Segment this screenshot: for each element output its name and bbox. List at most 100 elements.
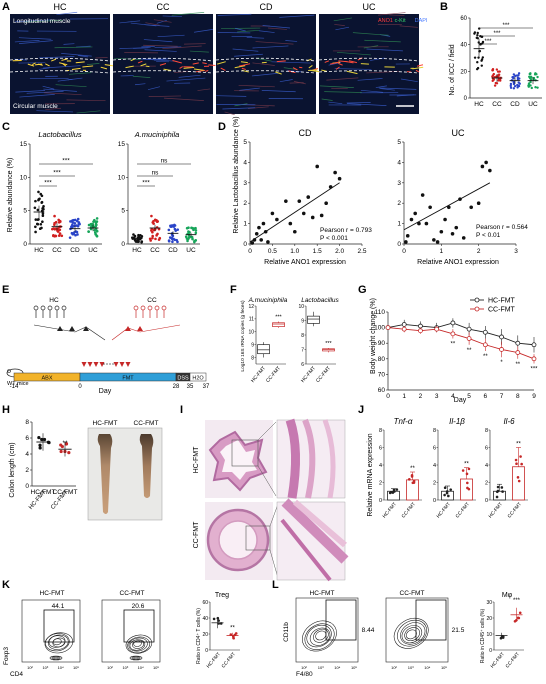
significance-label: *** [62,158,70,165]
gavage-marker [125,362,131,367]
data-point [385,325,391,331]
y-tick-label: 0 [205,648,208,654]
tissue-fibre [124,51,158,54]
y-tick-label: 2 [379,481,382,487]
data-point [435,240,440,244]
tissue-fibre [15,90,46,93]
y-tick-label: 10 [298,304,304,310]
data-point [187,226,190,229]
data-point [517,81,520,84]
data-point [284,199,288,203]
donor-icon [40,305,46,311]
x-tick-label: HC-FMT [490,651,506,669]
data-point [404,240,408,244]
data-point [151,221,155,224]
data-point [89,222,93,226]
x-tick-label: CD [510,101,520,108]
data-point [424,221,429,226]
x-tick-label: 10⁴ [58,665,64,670]
legend-label: CC-FMT [488,307,516,314]
icc-signal [208,64,216,67]
x-tick-label: 10⁴ [424,665,430,670]
flow-title: CC-FMT [120,590,145,597]
icc-signal [61,58,68,61]
legend-label: c-Kit [395,18,406,24]
tissue-fibre [66,99,106,102]
data-point [509,84,512,88]
legend-label: HC-FMT [488,298,516,305]
data-point [301,211,306,216]
data-point [75,230,79,234]
data-point [401,322,407,327]
phase-label: DSS [177,376,189,382]
data-point [480,58,484,61]
data-point [74,218,77,222]
x-axis-label: CD4 [10,671,23,678]
y-tick-label: 2 [397,200,401,207]
donor-icon [140,305,146,311]
data-point [34,199,37,203]
data-point [93,218,96,222]
gene-label: Il-6 [503,417,515,426]
tissue-fibre [217,13,252,16]
x-tick-label: 6 [484,393,488,400]
group-label: CC [157,2,170,12]
data-point [527,82,531,85]
gavage-marker [87,362,93,367]
icc-signal [217,61,226,65]
y-tick-label: 4 [485,463,488,469]
contour-line [48,635,66,648]
data-point [413,211,418,216]
tissue-fibre [258,30,275,33]
y-tick-label: 8 [301,333,304,339]
x-tick-label: 1.0 [290,248,299,255]
significance-label: ** [230,625,235,631]
data-point [42,207,45,211]
panel-letter: L [272,579,279,591]
group-label: UC [363,2,376,12]
tissue-fibre [143,39,173,43]
icc-signal [234,65,246,69]
data-point [71,219,74,222]
box [322,348,335,352]
tissue-fibre [334,68,372,70]
y-axis-label: Relative abundance (%) [7,158,14,233]
data-point [132,233,135,236]
data-point [473,31,477,34]
icc-signal [338,62,343,66]
x-tick-label: 10³ [42,665,48,670]
box [272,322,285,327]
y-tick-label: 0 [464,96,468,102]
contour-line [309,627,331,646]
data-point [155,220,159,224]
gavage-marker [81,362,87,367]
data-point [513,84,517,88]
x-tick-label: 2 [419,393,423,400]
y-tick-label: 1 [243,221,247,228]
histology-zoom [276,498,349,582]
x-tick-label: 10⁵ [153,665,159,670]
data-point [173,227,177,231]
data-point [34,218,38,221]
data-point [412,481,416,484]
y-tick-label: 6 [485,446,488,452]
contour-line [133,640,142,647]
x-tick-label: 10² [107,665,113,670]
x-tick-label: 10⁵ [351,665,357,670]
icc-signal [130,58,136,62]
tissue-fibre [148,95,182,97]
x-tick-label: HC [474,101,484,108]
icc-signal [192,62,199,65]
x-tick-label: UC [88,247,98,254]
data-point [36,208,40,212]
data-point [87,230,90,233]
significance-label: *** [44,180,52,187]
panel-i: I HC-FMT CC-FMT [180,404,349,582]
icc-signal [71,67,81,70]
tissue-fibre [39,56,75,59]
tissue-fibre [67,77,83,81]
tissue-fibre [18,37,52,40]
data-point [515,462,518,466]
icc-signal [298,66,303,69]
data-point [535,73,538,76]
